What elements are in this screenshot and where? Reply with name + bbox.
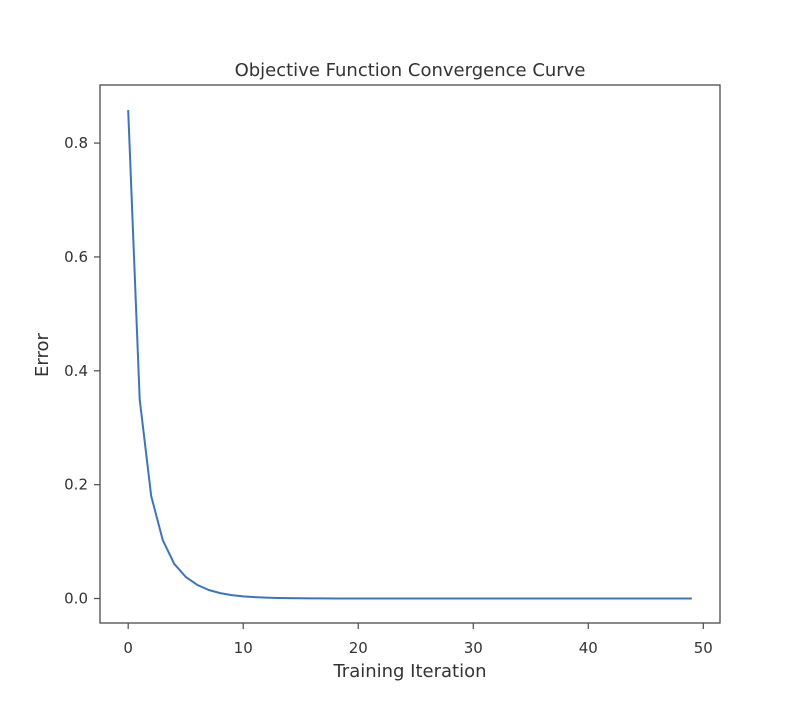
x-tick-label: 0 [123, 639, 133, 657]
data-point [254, 596, 256, 598]
data-point [610, 598, 612, 600]
data-point [438, 598, 440, 600]
data-point [231, 594, 233, 596]
data-point [634, 598, 636, 600]
data-point [219, 592, 221, 594]
data-point [323, 598, 325, 600]
chart-title: Objective Function Convergence Curve [235, 60, 586, 81]
data-point [288, 597, 290, 599]
x-tick-label: 40 [579, 639, 598, 657]
data-point [461, 598, 463, 600]
data-point [426, 598, 428, 600]
plot-area: 0 10 20 30 40 50 0.0 0.2 0.4 0.6 0.8 [64, 84, 721, 657]
data-point [196, 584, 198, 586]
data-point [553, 598, 555, 600]
data-point [369, 598, 371, 600]
data-point [392, 598, 394, 600]
data-point [127, 109, 129, 111]
data-point [518, 598, 520, 600]
data-point [668, 598, 670, 600]
plot-frame [99, 84, 721, 624]
data-point [242, 596, 244, 598]
data-point [691, 598, 693, 600]
data-point [300, 597, 302, 599]
series-line [127, 110, 692, 600]
data-point [334, 598, 336, 600]
y-tick-label: 0.6 [64, 248, 88, 266]
data-point [680, 598, 682, 600]
data-point [530, 598, 532, 600]
data-point [587, 598, 589, 600]
y-axis-label: Error [32, 332, 53, 376]
data-point [576, 598, 578, 600]
data-point [173, 563, 175, 565]
data-point [208, 589, 210, 591]
y-tick-label: 0.8 [64, 134, 88, 152]
data-point [415, 598, 417, 600]
data-point [507, 598, 509, 600]
x-tick-label: 30 [464, 639, 483, 657]
x-tick-label: 20 [349, 639, 368, 657]
x-tick-label: 10 [234, 639, 253, 657]
data-point [484, 598, 486, 600]
data-point [150, 495, 152, 497]
x-tick-label: 50 [694, 639, 713, 657]
data-point [357, 598, 359, 600]
data-point [645, 598, 647, 600]
y-tick-label: 0.0 [64, 590, 88, 608]
data-point [449, 598, 451, 600]
data-point [277, 597, 279, 599]
data-point [311, 598, 313, 600]
data-point [495, 598, 497, 600]
y-tick-label: 0.4 [64, 362, 88, 380]
data-point [541, 598, 543, 600]
data-point [162, 539, 164, 541]
data-point [472, 598, 474, 600]
data-point [265, 597, 267, 599]
x-axis-label: Training Iteration [332, 661, 486, 682]
data-point [403, 598, 405, 600]
data-point [139, 398, 141, 400]
y-tick-label: 0.2 [64, 476, 88, 494]
data-point [622, 598, 624, 600]
data-point [657, 598, 659, 600]
data-point [599, 598, 601, 600]
data-point [564, 598, 566, 600]
data-point [380, 598, 382, 600]
data-point [346, 598, 348, 600]
data-point [185, 576, 187, 578]
